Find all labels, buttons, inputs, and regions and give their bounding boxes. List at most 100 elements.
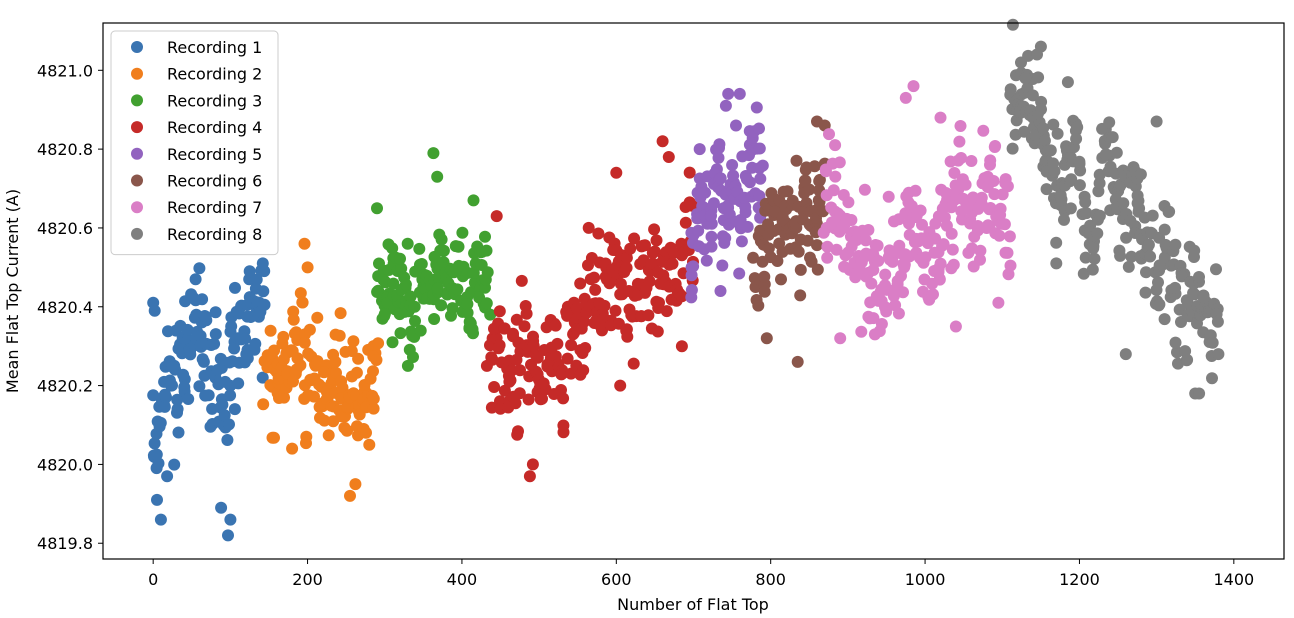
data-point [224,513,237,526]
data-point [714,172,727,185]
data-point [714,285,727,297]
data-point [461,306,474,319]
data-point [813,173,826,186]
data-point [1193,271,1205,283]
data-point [675,340,688,353]
data-point [1120,231,1133,244]
data-point [781,185,794,198]
y-tick-label: 4820.4 [37,298,93,317]
data-point [1152,299,1165,312]
data-point [341,424,353,437]
data-point [294,287,307,300]
data-point [799,174,812,187]
data-point [514,364,526,377]
data-point [229,281,241,294]
data-point [222,529,234,542]
data-point [551,337,564,350]
data-point [775,273,787,286]
y-tick-label: 4820.0 [37,455,93,474]
data-point [467,266,480,279]
data-point [298,237,311,250]
data-point [855,325,868,338]
data-point [1001,246,1014,259]
data-point [936,239,949,252]
series-2-points [257,237,385,502]
data-point [415,258,428,270]
data-point [184,348,197,361]
data-point [679,216,692,229]
data-point [994,209,1007,221]
data-point [208,337,221,350]
data-point [347,335,360,348]
data-point [490,210,503,223]
data-point [1187,288,1200,301]
data-point [193,262,206,275]
data-point [582,221,595,234]
data-point [193,380,206,393]
data-point [576,347,589,359]
data-point [726,159,739,171]
data-point [466,323,479,336]
data-point [277,330,290,343]
data-point [1044,144,1057,157]
data-point [225,320,238,333]
legend-label: Recording 6 [167,172,262,191]
data-point [159,388,171,401]
data-point [954,120,967,132]
data-point [707,197,720,210]
legend: Recording 1 Recording 2 Recording 3 Recordi… [110,30,279,256]
data-point [556,367,569,380]
data-point [1093,177,1106,190]
data-point [808,160,821,173]
data-point [945,227,958,240]
data-point [148,437,161,450]
data-point [435,299,448,312]
series-8-points [1004,18,1225,400]
data-point [754,172,767,185]
legend-marker [131,147,143,160]
data-point [850,234,863,246]
x-tick-label: 400 [447,570,478,589]
data-point [1073,155,1086,168]
data-point [859,234,872,247]
data-point [610,166,623,179]
data-point [741,220,754,233]
data-point [264,324,277,337]
data-point [1093,209,1106,222]
data-point [178,381,191,394]
data-point [256,257,269,270]
data-point [461,298,474,310]
data-point [394,252,406,265]
x-tick-label: 1400 [1213,570,1254,589]
data-point [1193,387,1206,400]
data-point [821,251,834,264]
data-point [1065,173,1078,186]
data-point [511,428,524,441]
data-point [248,343,261,356]
legend-marker [131,227,143,240]
data-point [719,99,732,112]
data-point [1181,353,1194,366]
data-point [401,359,414,372]
data-point [404,290,417,303]
data-point [756,159,769,172]
data-point [1210,263,1222,276]
data-point [959,178,972,191]
data-point [334,307,347,320]
data-point [301,261,314,274]
data-point [467,194,480,207]
data-point [182,393,195,405]
data-point [386,336,399,349]
data-point [868,328,881,341]
data-point [196,293,209,306]
data-point [879,279,891,292]
data-point [413,242,426,255]
data-point [492,342,505,355]
data-point [372,337,385,350]
data-point [549,319,562,332]
data-point [811,239,823,252]
data-point [967,191,980,204]
series-5-points [685,87,769,304]
data-point [867,312,880,325]
